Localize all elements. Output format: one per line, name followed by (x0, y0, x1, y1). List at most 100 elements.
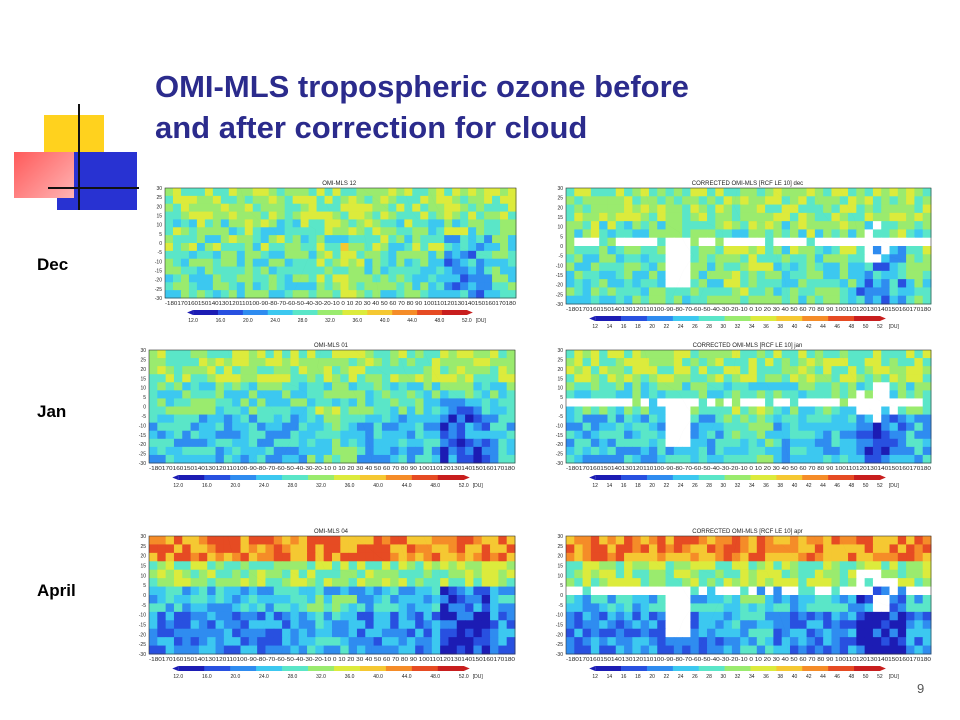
lat-tick-label: 20 (557, 554, 563, 560)
lat-tick-label: 10 (140, 573, 146, 579)
map-title: CORRECTED OMI-MLS [RCF LE 10] dec (692, 181, 803, 187)
lat-tick-label: 15 (156, 214, 162, 220)
map-title: OMI-MLS 01 (314, 343, 349, 349)
lat-tick-label: 25 (557, 357, 563, 363)
colorbar-label: 38 (777, 483, 783, 489)
map-title: OMI-MLS 04 (314, 529, 349, 535)
title-line-1: OMI-MLS tropospheric ozone before (155, 69, 689, 104)
colorbar-label: 24.0 (259, 674, 269, 680)
lat-tick-label: -10 (556, 613, 563, 619)
colorbar-label: 36 (763, 324, 769, 330)
lat-tick-label: -20 (556, 283, 563, 289)
colorbar-label: 52.0 (459, 483, 469, 489)
colorbar (172, 475, 470, 480)
lat-tick-label: 15 (557, 376, 563, 382)
lat-tick-label: 5 (143, 395, 146, 401)
colorbar-label: 44.0 (407, 318, 417, 324)
colorbar-label: 44.0 (402, 674, 412, 680)
lat-tick-label: 30 (140, 348, 146, 354)
lat-tick-label: -20 (556, 442, 563, 448)
lat-tick-label: -30 (556, 461, 563, 467)
colorbar-label: [DU] (889, 324, 900, 330)
colorbar-label: 18 (635, 483, 641, 489)
page-number: 9 (917, 681, 925, 696)
colorbar-label: 26 (692, 324, 698, 330)
colorbar-label: 12 (592, 674, 598, 680)
lat-tick-label: -25 (556, 452, 563, 458)
colorbar (589, 666, 886, 671)
row-label-jan: Jan (37, 402, 67, 421)
lat-tick-label: -20 (556, 632, 563, 638)
colorbar-label: 26 (692, 483, 698, 489)
lat-tick-label: 0 (560, 593, 563, 599)
lat-tick-label: -10 (155, 259, 162, 265)
ozone-map-figure: OMI-MLS 04 30 25 20 15 10 5 0 -5 -10 -15 -20 -25 -30-… (139, 529, 516, 680)
colorbar-label: 40.0 (373, 483, 383, 489)
lon-tick-labels: -180170160150140130120110100-90-80-70-60… (165, 301, 516, 307)
map-title: OMI-MLS 12 (322, 181, 357, 187)
colorbar-label: 22 (664, 324, 670, 330)
lon-tick-labels: -180170160150140130120110100-90-80-70-60… (566, 466, 931, 472)
lat-tick-label: -30 (155, 296, 162, 302)
decor-horizontal-line (48, 187, 140, 189)
lat-tick-label: -30 (556, 652, 563, 658)
lat-tick-label: 25 (140, 544, 146, 550)
colorbar-label: 48.0 (430, 674, 440, 680)
colorbar (589, 316, 886, 321)
colorbar-label: 50 (863, 674, 869, 680)
colorbar-label: 42 (806, 483, 812, 489)
colorbar-label: 48 (849, 674, 855, 680)
colorbar-label: 36 (763, 674, 769, 680)
lat-tick-label: 15 (140, 564, 146, 570)
lat-tick-label: -25 (556, 292, 563, 298)
colorbar-label: 30 (721, 483, 727, 489)
lat-tick-label: -15 (139, 433, 146, 439)
lat-tick-label: 25 (557, 544, 563, 550)
colorbar-label: 46 (834, 674, 840, 680)
colorbar-label: 26 (692, 674, 698, 680)
lat-tick-label: 20 (140, 554, 146, 560)
map-dec-after: CORRECTED OMI-MLS [RCF LE 10] dec 30 25 20 1… (540, 176, 939, 336)
lat-tick-label: -10 (556, 423, 563, 429)
lat-tick-label: 30 (140, 534, 146, 540)
lat-tick-label: 20 (557, 205, 563, 211)
map-jan-before: OMI-MLS 01 30 25 20 15 10 5 0 -5 -10 -15 -20 -25 -30-… (123, 338, 523, 495)
colorbar-label: 24 (678, 324, 684, 330)
colorbar-label: [DU] (476, 318, 487, 324)
lat-tick-label: 0 (159, 241, 162, 247)
lat-tick-label: 15 (140, 376, 146, 382)
colorbar-label: 40 (792, 483, 798, 489)
colorbar-label: 12 (592, 483, 598, 489)
ozone-field (566, 188, 932, 305)
lat-tick-label: -5 (142, 603, 147, 609)
colorbar (187, 310, 473, 315)
colorbar (589, 475, 886, 480)
map-dec-before: OMI-MLS 12 30 25 20 15 10 5 0 -5 -10 -15 -20 -25 -30-… (139, 176, 524, 330)
colorbar-label: 18 (635, 324, 641, 330)
colorbar-label: 32 (735, 674, 741, 680)
colorbar-label: 28.0 (298, 318, 308, 324)
lat-tick-label: -15 (556, 623, 563, 629)
lat-tick-label: -5 (559, 254, 564, 260)
colorbar-label: 32.0 (325, 318, 335, 324)
colorbar-label: 28 (706, 324, 712, 330)
lat-tick-label: -5 (559, 414, 564, 420)
lat-tick-label: -15 (139, 623, 146, 629)
colorbar-label: 38 (777, 674, 783, 680)
colorbar (172, 666, 470, 671)
slide-title: OMI-MLS tropospheric ozone before and af… (155, 66, 945, 148)
colorbar-label: 14 (607, 483, 613, 489)
lat-tick-label: 30 (557, 186, 563, 192)
ozone-field (566, 536, 932, 655)
colorbar-label: 40.0 (380, 318, 390, 324)
lat-tick-label: -20 (155, 278, 162, 284)
lat-tick-label: -10 (139, 423, 146, 429)
colorbar-label: 16.0 (216, 318, 226, 324)
lat-tick-label: 15 (557, 564, 563, 570)
lat-tick-label: 25 (140, 357, 146, 363)
lon-tick-labels: -180170160150140130120110100-90-80-70-60… (149, 466, 515, 472)
colorbar-label: [DU] (473, 674, 484, 680)
colorbar-label: 24.0 (270, 318, 280, 324)
colorbar-label: 24 (678, 483, 684, 489)
lat-tick-label: 0 (143, 593, 146, 599)
